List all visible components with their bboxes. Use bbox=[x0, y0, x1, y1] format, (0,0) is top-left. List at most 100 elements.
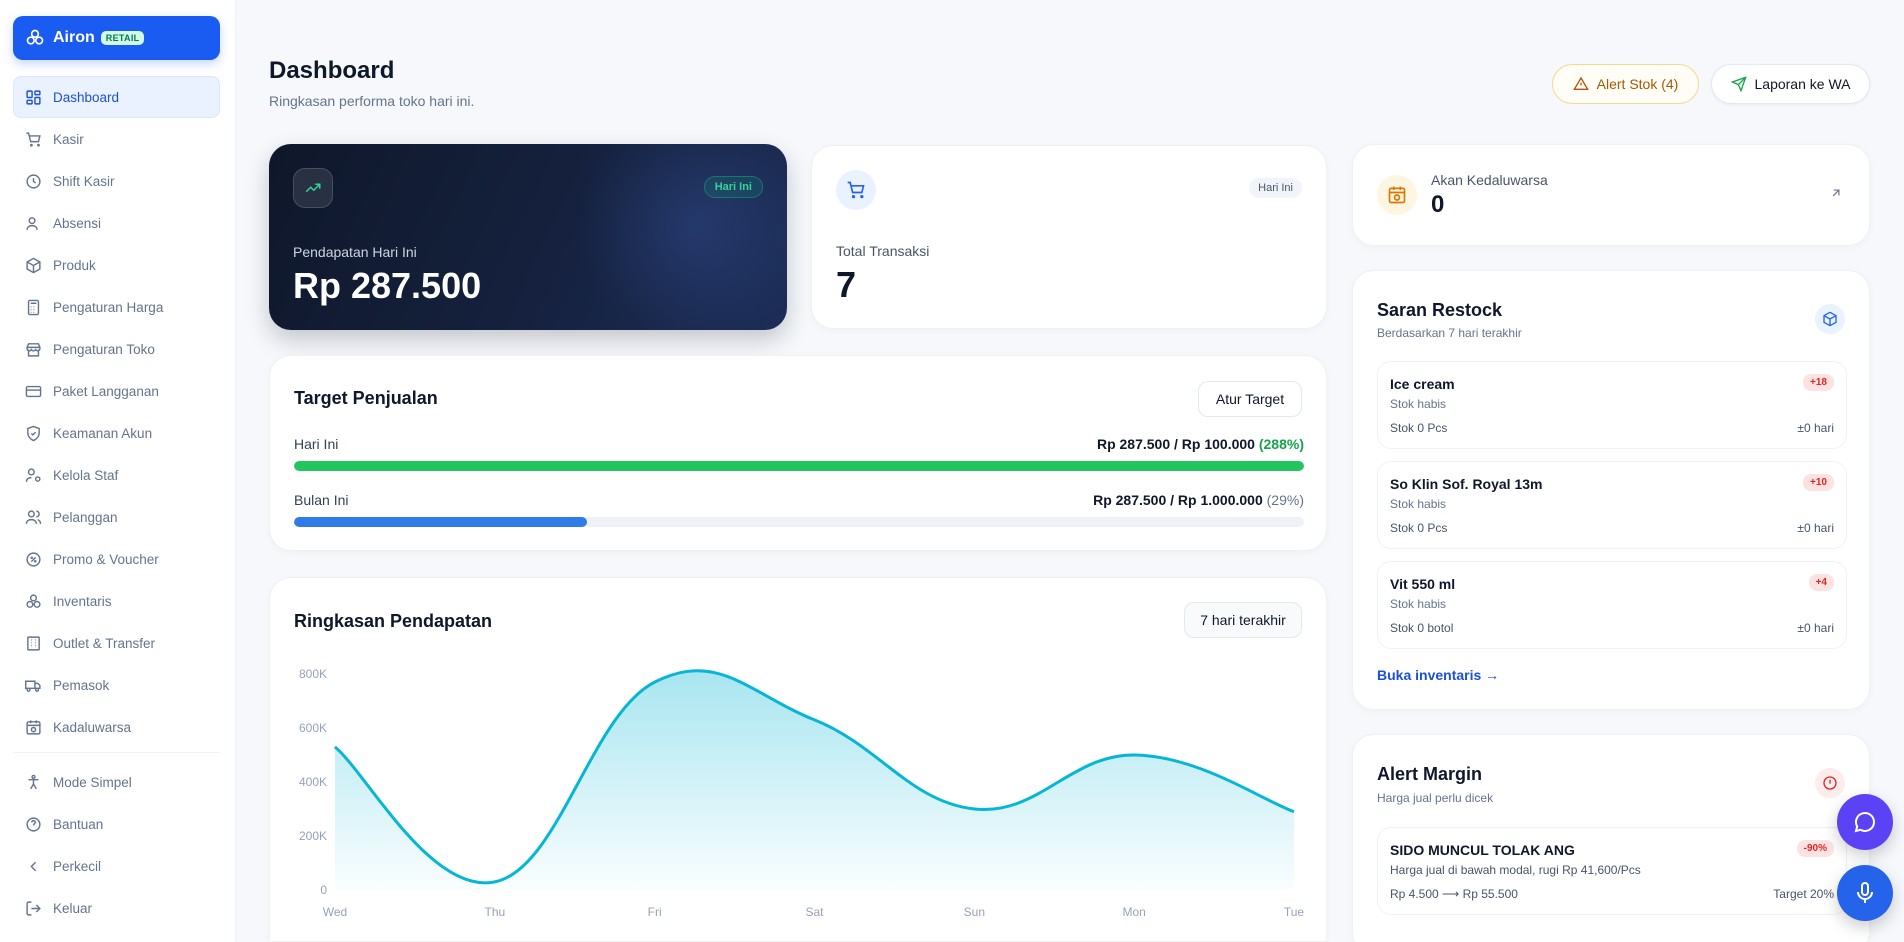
percent-badge-icon bbox=[26, 551, 41, 567]
sidebar-item-label: Pelanggan bbox=[53, 509, 118, 525]
accessibility-icon bbox=[28, 774, 39, 789]
margin-item[interactable]: SIDO MUNCUL TOLAK ANG Harga jual di bawa… bbox=[1377, 827, 1847, 915]
calendar-clock-icon-box bbox=[1377, 175, 1417, 215]
help-circle-icon bbox=[26, 816, 41, 832]
restock-item-status: Stok habis bbox=[1390, 497, 1447, 511]
set-target-button[interactable]: Atur Target bbox=[1198, 381, 1302, 417]
progress-amount: Rp 287.500 / Rp 100.000 (288%) bbox=[1097, 436, 1304, 452]
revenue-area-chart: 0 200K 400K 600K 800K Wed Thu Fri Sat Sun Mon Tue bbox=[299, 667, 1305, 919]
user-check-icon bbox=[26, 216, 38, 230]
sidebar-item-pengaturan-toko[interactable]: Pengaturan Toko bbox=[13, 328, 220, 370]
restock-item-estimate: ±0 hari bbox=[1797, 621, 1834, 635]
revenue-value: Rp 287.500 bbox=[293, 265, 482, 306]
alert-circle-icon bbox=[1823, 776, 1837, 790]
chat-fab-button[interactable] bbox=[1837, 794, 1893, 850]
sidebar-item-kasir[interactable]: Kasir bbox=[13, 118, 220, 160]
open-inventory-link[interactable]: Buka inventaris → bbox=[1377, 667, 1500, 683]
users-icon bbox=[25, 509, 42, 524]
sidebar-item-label: Shift Kasir bbox=[53, 173, 115, 189]
progress-label: Hari Ini bbox=[294, 436, 339, 452]
sidebar-item-pemasok[interactable]: Pemasok bbox=[13, 664, 220, 706]
progress-bar-fill bbox=[294, 461, 1304, 471]
alert-circle-icon-box bbox=[1815, 768, 1845, 798]
sidebar-item-bantuan[interactable]: Bantuan bbox=[13, 803, 220, 845]
sidebar-item-pelanggan[interactable]: Pelanggan bbox=[13, 496, 220, 538]
trend-up-icon bbox=[305, 183, 321, 193]
progress-amount: Rp 287.500 / Rp 1.000.000 (29%) bbox=[1093, 492, 1304, 508]
logout-icon bbox=[26, 900, 41, 916]
sidebar-item-inventaris[interactable]: Inventaris bbox=[13, 580, 220, 622]
transactions-value: 7 bbox=[836, 264, 857, 305]
chart-area-fill bbox=[335, 670, 1294, 890]
card-glow bbox=[567, 144, 787, 330]
sidebar-item-keamanan-akun[interactable]: Keamanan Akun bbox=[13, 412, 220, 454]
range-select-button[interactable]: 7 hari terakhir bbox=[1184, 602, 1302, 638]
progress-amount-text: Rp 287.500 / Rp 1.000.000 bbox=[1093, 492, 1263, 508]
sidebar-item-keluar[interactable]: Keluar bbox=[13, 887, 220, 929]
restock-item[interactable]: Ice cream Stok habis Stok 0 Pcs ±0 hari … bbox=[1377, 361, 1847, 449]
restock-item-name: Ice cream bbox=[1390, 376, 1455, 392]
package-icon-box bbox=[1815, 304, 1845, 334]
truck-icon bbox=[25, 680, 41, 692]
boxes-icon bbox=[26, 593, 41, 608]
sidebar-item-label: Keluar bbox=[53, 900, 93, 916]
sidebar-divider bbox=[13, 752, 220, 753]
cart-icon bbox=[847, 181, 865, 199]
progress-bar-fill bbox=[294, 517, 587, 527]
margin-item-name: SIDO MUNCUL TOLAK ANG bbox=[1390, 842, 1575, 858]
sidebar-item-label: Kasir bbox=[53, 131, 84, 147]
brand-icon bbox=[26, 29, 44, 45]
brand-badge: RETAIL bbox=[100, 31, 145, 45]
restock-item-name: Vit 550 ml bbox=[1390, 576, 1456, 592]
expiring-value: 0 bbox=[1431, 191, 1445, 218]
expiring-card[interactable]: Akan Kedaluwarsa 0 bbox=[1352, 144, 1870, 246]
revenue-summary-card: Ringkasan Pendapatan 7 hari terakhir 0 20… bbox=[269, 577, 1327, 942]
sidebar-item-mode-simpel[interactable]: Mode Simpel bbox=[13, 761, 220, 803]
x-tick-label: Tue bbox=[1284, 905, 1305, 919]
restock-item-estimate: ±0 hari bbox=[1797, 421, 1834, 435]
margin-percent-badge: -90% bbox=[1796, 840, 1834, 857]
sidebar-item-shift-kasir[interactable]: Shift Kasir bbox=[13, 160, 220, 202]
y-tick-label: 0 bbox=[320, 883, 327, 897]
arrow-up-right-icon[interactable] bbox=[1829, 186, 1843, 200]
margin-item-target: Target 20% bbox=[1773, 887, 1834, 901]
sales-target-title: Target Penjualan bbox=[294, 388, 438, 408]
margin-alert-title: Alert Margin bbox=[1377, 764, 1483, 784]
box-icon bbox=[26, 257, 41, 273]
shield-icon bbox=[27, 425, 40, 441]
revenue-summary-title: Ringkasan Pendapatan bbox=[294, 611, 493, 631]
chart-series-line bbox=[334, 669, 1295, 885]
sidebar-item-kelola-staf[interactable]: Kelola Staf bbox=[13, 454, 220, 496]
revenue-label: Pendapatan Hari Ini bbox=[293, 244, 417, 260]
transactions-period-badge: Hari Ini bbox=[1249, 178, 1302, 198]
y-tick-label: 600K bbox=[299, 721, 327, 735]
sidebar-item-label: Pemasok bbox=[53, 677, 110, 693]
restock-qty-badge: +18 bbox=[1803, 374, 1834, 391]
sidebar-item-absensi[interactable]: Absensi bbox=[13, 202, 220, 244]
sidebar-item-perkecil[interactable]: Perkecil bbox=[13, 845, 220, 887]
restock-item[interactable]: Vit 550 ml Stok habis Stok 0 botol ±0 ha… bbox=[1377, 561, 1847, 649]
sidebar-item-pengaturan-harga[interactable]: Pengaturan Harga bbox=[13, 286, 220, 328]
sidebar-item-dashboard[interactable]: Dashboard bbox=[13, 76, 220, 118]
y-tick-label: 800K bbox=[299, 667, 327, 681]
sidebar-item-label: Paket Langganan bbox=[53, 383, 159, 399]
sidebar-item-label: Kadaluwarsa bbox=[53, 719, 132, 735]
restock-item[interactable]: So Klin Sof. Royal 13m Stok habis Stok 0… bbox=[1377, 461, 1847, 549]
report-wa-button[interactable]: Laporan ke WA bbox=[1711, 64, 1870, 104]
restock-qty-badge: +4 bbox=[1808, 574, 1834, 591]
voice-fab-button[interactable] bbox=[1837, 865, 1893, 921]
sidebar-item-label: Perkecil bbox=[53, 858, 102, 874]
sidebar-item-paket-langganan[interactable]: Paket Langganan bbox=[13, 370, 220, 412]
send-icon bbox=[1730, 76, 1747, 92]
sidebar-item-produk[interactable]: Produk bbox=[13, 244, 220, 286]
sidebar-item-promo-voucher[interactable]: Promo & Voucher bbox=[13, 538, 220, 580]
sidebar-item-kadaluwarsa[interactable]: Kadaluwarsa bbox=[13, 706, 220, 748]
restock-title: Saran Restock bbox=[1377, 300, 1503, 320]
package-icon bbox=[1823, 311, 1837, 327]
brand-logo[interactable]: Airon RETAIL bbox=[13, 16, 220, 60]
sidebar-item-outlet-transfer[interactable]: Outlet & Transfer bbox=[13, 622, 220, 664]
alert-stock-button[interactable]: Alert Stok (4) bbox=[1552, 64, 1699, 104]
sidebar-item-label: Dashboard bbox=[53, 89, 120, 105]
progress-percent: (29%) bbox=[1266, 492, 1304, 508]
progress-percent: (288%) bbox=[1258, 436, 1304, 452]
